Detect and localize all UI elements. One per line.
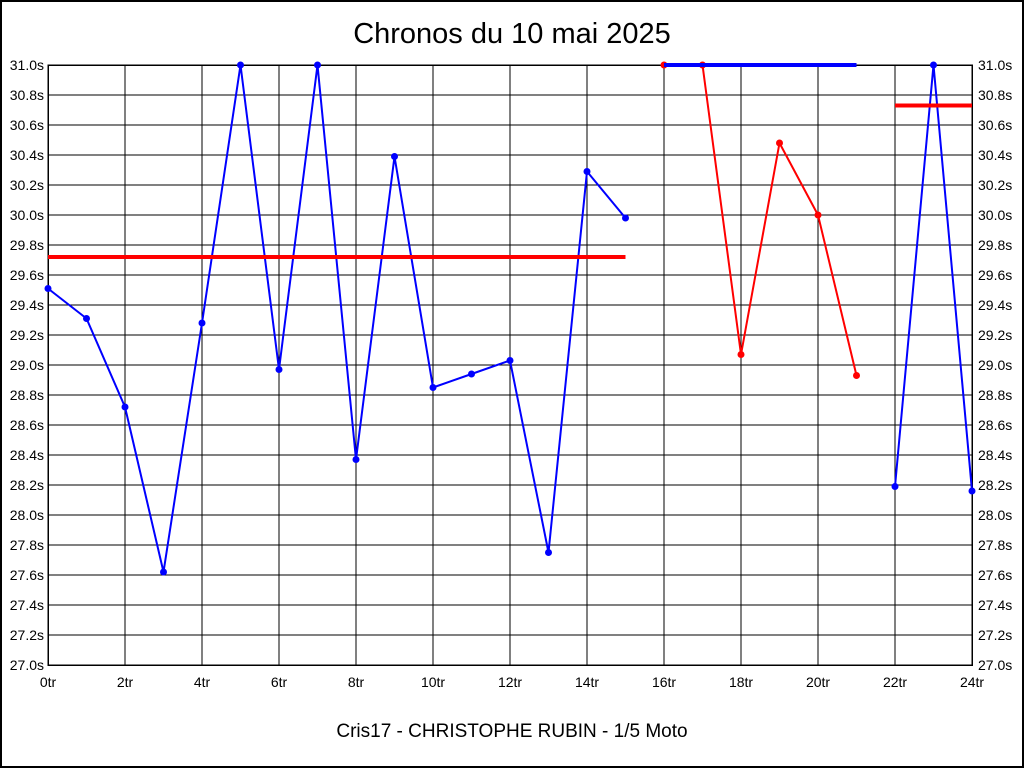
data-point-run-2-laps <box>737 351 745 358</box>
y-tick-label: 30.4s <box>978 147 1012 163</box>
y-tick-label: 29.2s <box>10 327 44 343</box>
y-tick-label: 27.8s <box>10 537 44 553</box>
y-tick-label: 30.4s <box>10 147 44 163</box>
y-tick-label: 28.2s <box>978 477 1012 493</box>
data-point-run-1-laps <box>622 214 629 222</box>
y-axis-labels-right: 27.0s 27.2s 27.4s 27.6s 27.8s 28.0s 28.2s 28.4s… <box>978 57 1012 673</box>
x-tick-label: 18tr <box>729 674 753 690</box>
data-point-run-1-laps <box>121 403 129 411</box>
y-tick-label: 30.2s <box>10 177 44 193</box>
y-tick-label: 29.6s <box>10 267 44 283</box>
data-point-run-1-laps <box>352 456 360 463</box>
data-point-run-1-laps <box>314 61 321 69</box>
x-tick-label: 8tr <box>348 674 365 690</box>
x-tick-label: 22tr <box>883 674 907 690</box>
x-axis-labels: 0tr 2tr 4tr 6tr 8tr 10tr 12tr 14tr 16tr 18tr 20tr 2… <box>40 674 985 690</box>
y-tick-label: 28.8s <box>10 387 44 403</box>
x-tick-label: 16tr <box>652 674 676 690</box>
x-tick-label: 10tr <box>421 674 445 690</box>
data-point-run-1-laps <box>198 319 206 327</box>
y-tick-label: 28.2s <box>10 477 44 493</box>
y-tick-label: 30.2s <box>978 177 1012 193</box>
y-tick-label: 28.8s <box>978 387 1012 403</box>
y-tick-label: 27.4s <box>978 597 1012 613</box>
y-tick-label: 28.4s <box>10 447 44 463</box>
x-tick-label: 14tr <box>575 674 599 690</box>
y-tick-label: 27.0s <box>978 657 1012 673</box>
y-tick-label: 29.0s <box>978 357 1012 373</box>
x-tick-label: 0tr <box>40 674 57 690</box>
y-tick-label: 30.6s <box>978 117 1012 133</box>
data-point-run-1-laps <box>83 315 90 322</box>
series-line-run-1-laps <box>47 64 627 573</box>
series-line-run-3-laps <box>894 64 973 492</box>
y-tick-label: 29.4s <box>10 297 44 313</box>
y-tick-label: 30.0s <box>10 207 44 223</box>
plot-series <box>44 61 976 576</box>
data-point-run-1-laps <box>237 61 244 69</box>
chart-title: Chronos du 10 mai 2025 <box>353 18 671 50</box>
y-tick-label: 27.2s <box>978 627 1012 643</box>
y-tick-label: 29.0s <box>10 357 44 373</box>
y-tick-label: 27.8s <box>978 537 1012 553</box>
y-tick-label: 29.4s <box>978 297 1012 313</box>
y-tick-label: 27.6s <box>978 567 1012 583</box>
y-tick-label: 28.0s <box>10 507 44 523</box>
x-tick-label: 4tr <box>194 674 211 690</box>
data-point-run-3-laps <box>968 487 976 495</box>
y-tick-label: 27.2s <box>10 627 44 643</box>
data-point-run-2-laps <box>853 372 860 379</box>
x-tick-label: 24tr <box>960 674 984 690</box>
x-tick-label: 12tr <box>498 674 522 690</box>
y-tick-label: 28.0s <box>978 507 1012 523</box>
data-point-run-1-laps <box>583 168 591 175</box>
y-tick-label: 27.4s <box>10 597 44 613</box>
y-tick-label: 30.6s <box>10 117 44 133</box>
data-point-run-3-laps <box>930 61 937 69</box>
y-tick-label: 29.6s <box>978 267 1012 283</box>
y-tick-label: 30.8s <box>978 87 1012 103</box>
x-tick-label: 20tr <box>806 674 830 690</box>
x-tick-label: 2tr <box>117 674 134 690</box>
y-tick-label: 29.8s <box>10 237 44 253</box>
y-axis-labels-left: 27.0s 27.2s 27.4s 27.6s 27.8s 28.0s 28.2s 28.4s… <box>10 57 44 673</box>
y-tick-label: 27.0s <box>10 657 44 673</box>
y-tick-label: 29.8s <box>978 237 1012 253</box>
data-point-run-1-laps <box>545 549 552 556</box>
data-point-run-2-laps <box>776 139 783 147</box>
data-point-run-1-laps <box>275 366 283 373</box>
x-tick-label: 6tr <box>271 674 288 690</box>
plot-frame <box>47 64 973 666</box>
y-tick-label: 30.0s <box>978 207 1012 223</box>
series-line-run-2-laps <box>663 64 858 377</box>
y-tick-label: 28.6s <box>10 417 44 433</box>
y-tick-label: 30.8s <box>10 87 44 103</box>
y-tick-label: 29.2s <box>978 327 1012 343</box>
data-point-run-1-laps <box>429 384 437 391</box>
data-point-run-1-laps <box>160 568 167 576</box>
y-tick-label: 27.6s <box>10 567 44 583</box>
data-point-run-1-laps <box>391 153 398 160</box>
plot-frame-rect <box>47 64 973 666</box>
y-tick-label: 31.0s <box>10 57 44 73</box>
data-point-run-3-laps <box>891 483 899 490</box>
y-tick-label: 28.6s <box>978 417 1012 433</box>
y-tick-label: 28.4s <box>978 447 1012 463</box>
data-point-run-1-laps <box>44 285 52 292</box>
data-point-run-1-laps <box>468 370 475 378</box>
y-tick-label: 31.0s <box>978 57 1012 73</box>
data-point-run-2-laps <box>814 211 822 219</box>
chart-subtitle: Cris17 - CHRISTOPHE RUBIN - 1/5 Moto <box>336 721 687 742</box>
data-point-run-1-laps <box>506 357 514 364</box>
